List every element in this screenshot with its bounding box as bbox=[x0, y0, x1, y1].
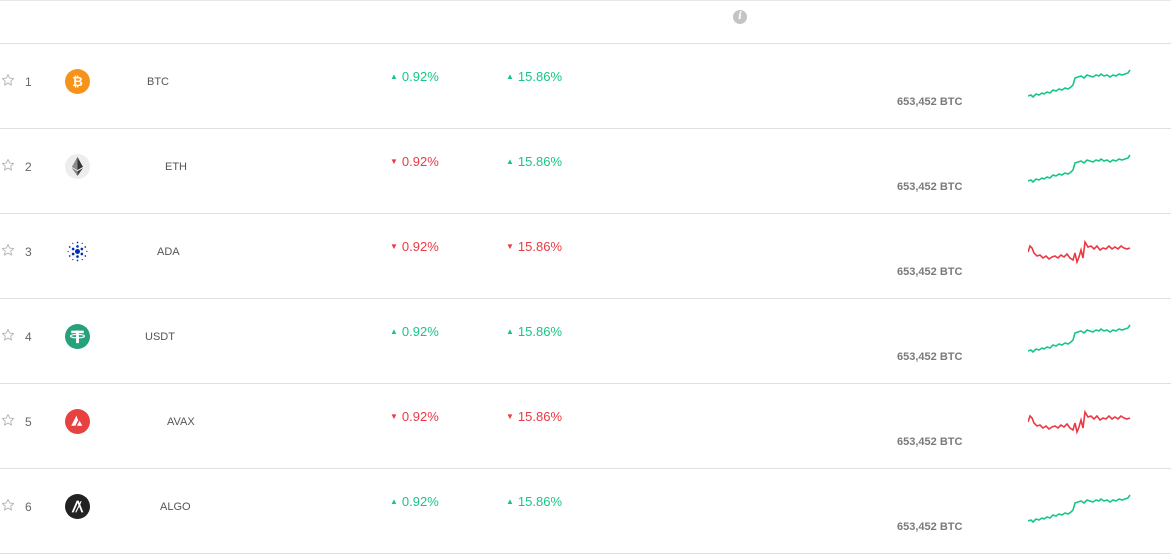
triangle-up-icon: ▲ bbox=[506, 327, 514, 336]
triangle-up-icon: ▲ bbox=[506, 497, 514, 506]
coin-symbol[interactable]: ETH bbox=[165, 161, 187, 173]
sparkline-down bbox=[1028, 409, 1131, 435]
circulating-supply: 653,452 BTC bbox=[897, 266, 963, 278]
table-row[interactable]: 3 ADA ▼ 0.92% ▼ 15.86% 653,452 BTC bbox=[0, 214, 1171, 299]
star-icon[interactable] bbox=[1, 498, 15, 512]
triangle-up-icon: ▲ bbox=[390, 72, 398, 81]
circulating-supply: 653,452 BTC bbox=[897, 521, 963, 533]
info-icon[interactable]: i bbox=[733, 10, 747, 24]
triangle-down-icon: ▼ bbox=[390, 157, 398, 166]
change-24h: ▼ 15.86% bbox=[506, 239, 563, 254]
algorand-icon bbox=[65, 494, 90, 519]
change-1h: ▲ 0.92% bbox=[390, 324, 439, 339]
sparkline-up bbox=[1028, 494, 1131, 524]
table-row[interactable]: 2 ETH ▼ 0.92% ▲ 15.86% 653,452 BTC bbox=[0, 129, 1171, 214]
circulating-supply: 653,452 BTC bbox=[897, 351, 963, 363]
cardano-icon bbox=[67, 241, 88, 262]
triangle-up-icon: ▲ bbox=[506, 157, 514, 166]
table-header: i bbox=[0, 0, 1171, 44]
star-icon[interactable] bbox=[1, 328, 15, 342]
coin-symbol[interactable]: BTC bbox=[147, 76, 169, 88]
circulating-supply: 653,452 BTC bbox=[897, 96, 963, 108]
change-24h: ▼ 15.86% bbox=[506, 409, 563, 424]
change-1h: ▲ 0.92% bbox=[390, 494, 439, 509]
triangle-down-icon: ▼ bbox=[506, 242, 514, 251]
sparkline-down bbox=[1028, 239, 1131, 265]
table-row[interactable]: 1 ₿ BTC ▲ 0.92% ▲ 15.86% 653,452 BTC bbox=[0, 44, 1171, 129]
rank: 2 bbox=[25, 160, 32, 174]
triangle-down-icon: ▼ bbox=[390, 412, 398, 421]
sparkline-up bbox=[1028, 69, 1131, 99]
tether-icon bbox=[65, 324, 90, 349]
svg-text:₿: ₿ bbox=[72, 75, 83, 90]
coin-symbol[interactable]: AVAX bbox=[167, 416, 195, 428]
rank: 3 bbox=[25, 245, 32, 259]
sparkline-up bbox=[1028, 154, 1131, 184]
change-24h: ▲ 15.86% bbox=[506, 494, 563, 509]
change-24h: ▲ 15.86% bbox=[506, 69, 563, 84]
star-icon[interactable] bbox=[1, 158, 15, 172]
change-1h: ▲ 0.92% bbox=[390, 69, 439, 84]
bitcoin-icon: ₿ bbox=[65, 69, 90, 94]
star-icon[interactable] bbox=[1, 73, 15, 87]
table-row[interactable]: 4 USDT ▲ 0.92% ▲ 15.86% 653,452 BTC bbox=[0, 299, 1171, 384]
ethereum-icon bbox=[65, 154, 90, 179]
change-24h: ▲ 15.86% bbox=[506, 154, 563, 169]
coin-symbol[interactable]: USDT bbox=[145, 331, 175, 343]
change-1h: ▼ 0.92% bbox=[390, 154, 439, 169]
avalanche-icon bbox=[65, 409, 90, 434]
rank: 6 bbox=[25, 500, 32, 514]
star-icon[interactable] bbox=[1, 243, 15, 257]
change-1h: ▼ 0.92% bbox=[390, 409, 439, 424]
circulating-supply: 653,452 BTC bbox=[897, 181, 963, 193]
change-24h: ▲ 15.86% bbox=[506, 324, 563, 339]
table-row[interactable]: 5 AVAX ▼ 0.92% ▼ 15.86% 653,452 BTC bbox=[0, 384, 1171, 469]
star-icon[interactable] bbox=[1, 413, 15, 427]
rank: 5 bbox=[25, 415, 32, 429]
triangle-down-icon: ▼ bbox=[506, 412, 514, 421]
triangle-up-icon: ▲ bbox=[506, 72, 514, 81]
rank: 4 bbox=[25, 330, 32, 344]
sparkline-up bbox=[1028, 324, 1131, 354]
coin-symbol[interactable]: ADA bbox=[157, 246, 180, 258]
circulating-supply: 653,452 BTC bbox=[897, 436, 963, 448]
triangle-up-icon: ▲ bbox=[390, 497, 398, 506]
change-1h: ▼ 0.92% bbox=[390, 239, 439, 254]
triangle-up-icon: ▲ bbox=[390, 327, 398, 336]
table-row[interactable]: 6 ALGO ▲ 0.92% ▲ 15.86% 653,452 BTC bbox=[0, 469, 1171, 554]
coin-symbol[interactable]: ALGO bbox=[160, 501, 191, 513]
rank: 1 bbox=[25, 75, 32, 89]
triangle-down-icon: ▼ bbox=[390, 242, 398, 251]
